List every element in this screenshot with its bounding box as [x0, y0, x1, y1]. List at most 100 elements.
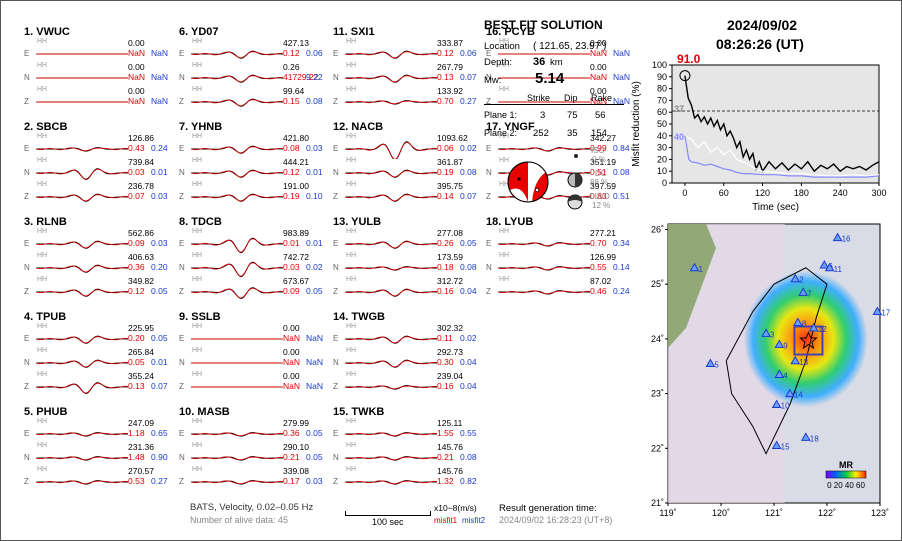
synthetic-waveform — [36, 147, 128, 152]
synthetic-waveform — [36, 480, 128, 485]
misfit2-value: 0.08 — [613, 167, 630, 177]
synthetic-waveform — [191, 287, 283, 299]
station-title: 11. SXI1 — [333, 26, 375, 38]
misfit2-value: 0.05 — [460, 238, 477, 248]
plane2-label: Plane 2: — [484, 128, 518, 138]
misfit1-value: NaN — [590, 96, 608, 106]
misfit2-value: 0.24 — [151, 143, 168, 153]
component-label: E — [333, 429, 339, 438]
y-tick-label: 70 — [657, 95, 667, 105]
peak-marker — [679, 70, 691, 82]
waveform-trace — [345, 288, 437, 297]
misfit1-value: 0.17 — [283, 476, 300, 486]
misfit1-value: 0.19 — [437, 167, 454, 177]
waveform-trace — [191, 480, 283, 485]
misfit2-value: 0.90 — [151, 452, 168, 462]
waveform-trace — [345, 193, 437, 202]
component-row: N HH 173.59 0.18 0.08 — [333, 252, 478, 278]
misfit1-value: 0.83 — [590, 191, 607, 201]
station-number: 16 — [842, 235, 851, 244]
station-panel: 5. PHUB E HH 247.09 1.18 0.65 N HH 231.36 1.48 0.9… — [24, 406, 169, 502]
component-label: Z — [333, 287, 338, 296]
synthetic-waveform — [345, 456, 437, 461]
synthetic-waveform — [498, 242, 590, 247]
peak-amplitude: 0.00 — [283, 323, 300, 333]
peak-amplitude: 0.00 — [590, 86, 607, 96]
station-triangle-icon — [774, 339, 785, 348]
x-tick-label: 180 — [794, 188, 809, 198]
station-title: 10. MASB — [179, 406, 230, 418]
component-row: N HH 406.63 0.36 0.20 — [24, 252, 169, 278]
component-label: E — [179, 239, 185, 248]
search-grid-box — [793, 325, 824, 356]
plane1-label: Plane 1: — [484, 110, 518, 120]
misfit1-value: 0.11 — [437, 333, 453, 343]
lon-tick-label: 120˚ — [712, 508, 730, 518]
synthetic-waveform — [498, 266, 590, 271]
channel-label: HH — [499, 228, 510, 235]
misfit1-value: 0.46 — [590, 286, 607, 296]
synthetic-waveform — [36, 168, 128, 180]
misfit2-value: NaN — [306, 333, 324, 343]
channel-label: HH — [499, 276, 510, 283]
synthetic-waveform — [345, 289, 437, 297]
synthetic-waveform — [345, 385, 437, 390]
misfit2-value: 0.07 — [460, 191, 477, 201]
peak-amplitude: 0.00 — [283, 371, 300, 381]
misfit1-value: 0.21 — [437, 452, 454, 462]
component-label: E — [24, 239, 30, 248]
component-row: Z HH 339.08 0.17 0.03 — [179, 466, 324, 492]
peak-amplitude: 191.00 — [283, 181, 309, 191]
synthetic-waveform — [191, 456, 283, 461]
component-label: N — [24, 168, 30, 177]
misfit1-value: 0.70 — [590, 238, 607, 248]
channel-label: HH — [192, 228, 203, 235]
misfit2-value: NaN — [613, 48, 631, 58]
station-number: 13 — [799, 358, 808, 367]
station-number: 12 — [818, 325, 827, 334]
channel-label: HH — [37, 371, 48, 378]
channel-label: HH — [346, 157, 357, 164]
component-label: Z — [24, 287, 29, 296]
synthetic-waveform — [498, 147, 590, 152]
channel-label: HH — [37, 62, 48, 69]
peak-amplitude: 173.59 — [437, 252, 463, 262]
misfit2-value: 0.84 — [613, 143, 630, 153]
misfit1-value: 0.55 — [590, 262, 607, 272]
waveform-trace — [498, 77, 590, 79]
misfit1-value: NaN — [283, 357, 301, 367]
component-row: Z HH 236.78 0.07 0.03 — [24, 181, 169, 207]
component-label: N — [24, 73, 30, 82]
channel-label: HH — [192, 181, 203, 188]
station-number: 3 — [770, 330, 775, 339]
misfit1-legend: misfit1 — [434, 516, 458, 525]
plane2-rake: 154 — [591, 128, 607, 139]
component-label: Z — [333, 477, 338, 486]
peak-amplitude: 279.99 — [283, 418, 309, 428]
component-row: Z HH 673.67 0.09 0.05 — [179, 276, 324, 302]
peak-amplitude: 742.72 — [283, 252, 309, 262]
misfit2-value: NaN — [151, 48, 169, 58]
station-title: 4. TPUB — [24, 311, 67, 323]
misfit2-value: 0.01 — [151, 167, 168, 177]
channel-label: HH — [346, 347, 357, 354]
synthetic-waveform — [345, 336, 437, 344]
y-tick-label: 60 — [657, 107, 667, 117]
lat-tick-label: 25˚ — [651, 279, 664, 289]
synthetic-waveform — [498, 290, 590, 295]
station-triangle-icon — [761, 328, 771, 337]
solution-heading: BEST FIT SOLUTION — [484, 18, 603, 32]
clvd-value: 12 % — [592, 201, 611, 210]
component-row: Z HH 191.00 0.19 0.10 — [179, 181, 324, 207]
station-panel: 10. MASB E HH 279.99 0.36 0.05 N HH 290.10 0.21 0.… — [179, 406, 324, 502]
station-triangle-icon — [798, 287, 809, 296]
solution-panel: BEST FIT SOLUTION Location ( 121.65, 23.… — [484, 18, 634, 218]
station-map: 123456789101112131415161718119˚120˚121˚1… — [651, 223, 891, 518]
waveform-trace — [36, 193, 128, 202]
misfit1-value: 0.07 — [128, 191, 145, 201]
misfit2-value: 0.08 — [460, 262, 477, 272]
misfit1-value: 0.30 — [437, 357, 454, 367]
channel-label: HH — [346, 133, 357, 140]
misfit2-value: 0.20 — [151, 262, 168, 272]
station-panel: 17. YNGF E HH 342.27 0.99 0.84 N HH 351.19 0.51 0.… — [486, 121, 631, 217]
